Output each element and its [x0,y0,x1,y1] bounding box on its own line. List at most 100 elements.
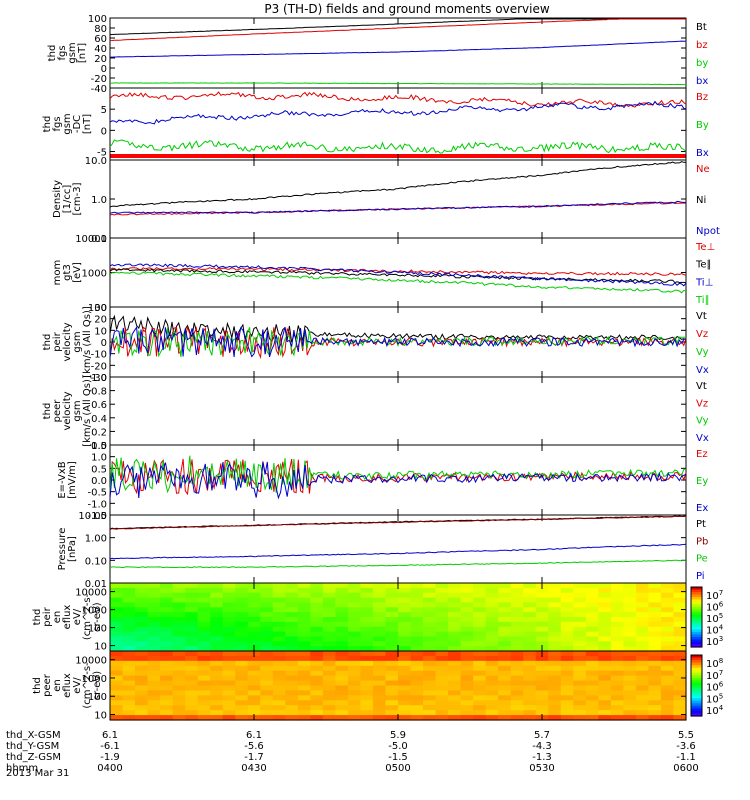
spectrogram-cell [122,651,136,657]
spectrogram-cell [585,695,599,701]
spectrogram-cell [423,602,437,608]
spectrogram-cell [310,651,324,657]
y-axis-label: sr-eV) [92,671,103,700]
spectrogram-cell [498,685,512,692]
spectrogram-cell [122,641,136,647]
spectrogram-cell [573,665,587,672]
spectrogram-cell [372,690,387,696]
spectrogram-cell [573,715,587,721]
spectrogram-cell [535,621,549,628]
y-axis-label: [eV] [72,262,83,283]
y-axis-label: -DC [72,115,83,133]
spectrogram-cell [310,675,324,682]
spectrogram-cell [297,631,311,638]
spectrogram-cell [335,715,349,721]
spectrogram-cell [347,617,362,623]
spectrogram-cell [160,592,174,599]
spectrogram-cell [310,685,324,692]
spectrogram-cell [660,592,675,599]
spectrogram-cell [435,621,449,628]
spectrogram-cell [260,670,274,677]
spectrogram-cell [122,685,136,692]
spectrogram-cell [335,631,349,638]
spectrogram-cell [222,617,236,623]
spectrogram-cell [548,670,562,677]
spectrogram-cell [147,655,161,662]
spectrogram-cell [573,690,587,696]
series-line-pi [109,543,687,560]
spectrogram-cell [623,675,637,682]
legend-ey: Ey [696,476,708,487]
spectrogram-cell [410,651,424,657]
spectrogram-cell [222,660,236,667]
spectrogram-cell [448,621,462,628]
spectrogram-cell [485,695,499,701]
spectrogram-cell [485,602,499,608]
spectrogram-cell [260,583,274,589]
spectrogram-cell [673,626,687,633]
spectrogram-cell [210,602,224,608]
spectrogram-cell [560,607,574,613]
y-axis-label: [cm-3] [72,182,83,215]
spectrogram-cell [260,631,274,638]
spectrogram-cell [185,583,199,589]
series-line-ti⊥ [109,263,687,287]
spectrogram-cell [272,597,286,604]
spectrogram-cell [648,646,662,652]
spectrogram-cell [285,621,299,628]
spectrogram-cell [485,646,499,652]
spectrogram-cell [548,626,562,633]
spectrogram-cell [435,592,449,599]
spectrogram-cell [585,583,599,589]
spectrogram-cell [548,636,562,642]
spectrogram-cell [473,602,487,608]
spectrogram-cell [410,670,424,677]
legend-ti⊥: Ti⊥ [695,277,713,288]
spectrogram-cell [523,660,537,667]
spectrogram-cell [498,670,512,677]
spectrogram-cell [398,592,412,599]
spectrogram-cell [398,617,412,623]
spectrogram-cell [460,675,474,682]
spectrogram-cell [122,607,136,613]
series-line-ey [109,455,687,494]
spectrogram-cell [535,636,549,642]
y-axis-label: gsm [72,400,83,421]
spectrogram-cell [110,636,124,642]
spectrogram-cell [185,612,199,618]
spectrogram-cell [235,660,249,667]
spectrogram-cell [235,665,249,672]
spectrogram-cell [560,710,574,716]
spectrogram-cell [235,715,249,721]
spectrogram-cell [110,641,124,647]
spectrogram-cell [360,587,374,594]
spectrogram-cell [535,617,549,623]
spectrogram-cell [585,655,599,662]
spectrogram-cell [535,607,549,613]
spectrogram-cell [660,705,675,711]
y-axis-label: [1/cc] [62,185,73,214]
spectrogram-cell [673,675,687,682]
spectrogram-cell [510,607,524,613]
spectrogram-cell [535,710,549,716]
spectrogram-cell [235,631,249,638]
spectrogram-cell [435,641,449,647]
spectrogram-cell [297,660,311,667]
y-tick-label: 100 [88,14,107,25]
y-tick-label: 10000 [75,234,107,245]
spectrogram-cell [523,690,537,696]
series-line-ti∥ [109,271,687,294]
spectrogram-cell [235,651,249,657]
spectrogram-cell [485,621,499,628]
spectrogram-cell [448,680,462,687]
spectrogram-cell [160,715,174,721]
spectrogram-cell [272,685,286,692]
y-axis-label: thd [47,45,58,62]
axis-row-value: -4.3 [532,741,552,752]
spectrogram-cell [185,670,199,677]
panel-frame [109,87,687,161]
y-axis-label: peir [42,606,53,626]
y-axis-label: fgs [52,116,63,131]
spectrogram-cell [135,710,149,716]
spectrogram-cell [272,626,286,633]
